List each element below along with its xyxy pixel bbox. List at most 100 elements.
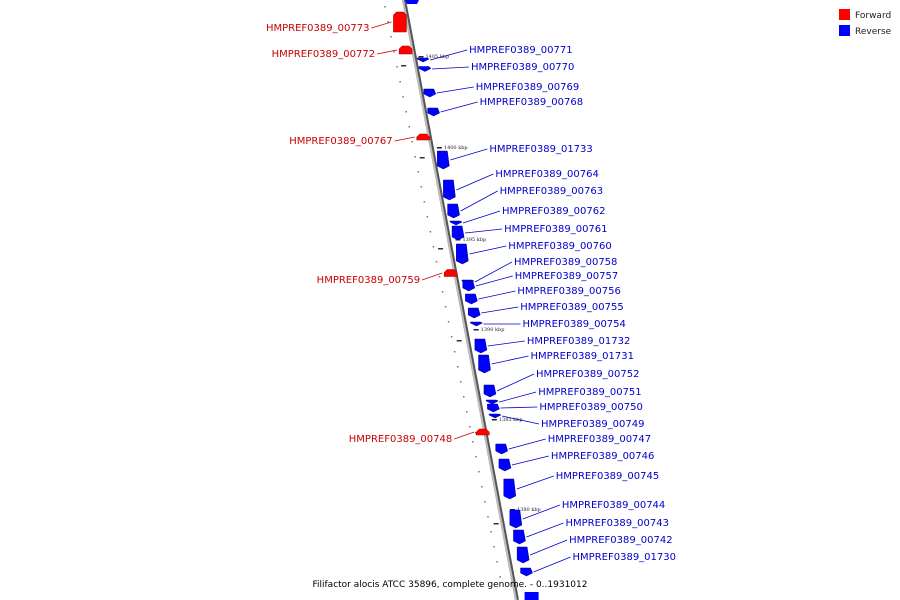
tick-dot [444,306,447,308]
reverse-gene-label[interactable]: HMPREF0389_00760 [508,241,611,252]
reverse-gene-label[interactable]: HMPREF0389_00742 [569,535,672,546]
reverse-gene-shape [488,413,502,419]
reverse-gene-label[interactable]: HMPREF0389_00768 [480,97,583,108]
tick-dot [402,96,404,98]
reverse-gene-leader [499,391,537,403]
legend-forward-swatch [839,9,850,20]
tick-dot [384,6,386,8]
reverse-gene-shape [427,107,440,117]
scale-ticks [384,6,501,578]
reverse-gene-leader [533,556,571,573]
reverse-gene-leader [465,228,503,234]
tick-dash [401,65,407,67]
scale-tick [436,147,442,149]
reverse-gene-shape [423,88,437,98]
tick-dot [499,576,501,578]
reverse-gene-label[interactable]: HMPREF0389_00746 [551,451,654,462]
backbone-highlight [402,0,517,600]
tick-dot [496,561,498,563]
forward-gene-shape [476,428,490,436]
reverse-gene-shape [513,529,526,545]
scale-tick [491,419,497,421]
reverse-gene-shape [465,293,478,305]
reverse-gene-shape [474,338,488,354]
forward-gene-leader [454,431,475,440]
legend-forward-label: Forward [855,11,891,21]
scale-label: 1385 kbp [499,417,523,423]
reverse-gene-shape [447,203,460,219]
reverse-gene-label[interactable]: HMPREF0389_00754 [522,319,625,330]
reverse-gene-shape [483,384,497,398]
tick-dot [438,276,441,278]
forward-gene-leader [394,136,415,142]
tick-dot [435,261,438,263]
forward-gene-label[interactable]: HMPREF0389_00759 [317,275,420,286]
forward-gene-label[interactable]: HMPREF0389_00772 [272,49,375,60]
reverse-gene-leader [491,355,529,365]
reverse-gene-label[interactable]: HMPREF0389_00750 [539,402,642,413]
tick-dot [453,351,456,353]
reverse-gene-shape [478,354,491,374]
tick-dot [456,366,459,368]
tick-dot [387,21,389,23]
tick-dot [408,126,410,128]
tick-dot [426,216,429,218]
reverse-gene-shape [498,458,512,472]
reverse-gene-label[interactable]: HMPREF0389_00758 [514,257,617,268]
reverse-gene-label[interactable]: HMPREF0389_00752 [536,369,639,380]
reverse-gene-leader [431,66,469,70]
reverse-gene-leader [474,261,513,283]
forward-gene-label[interactable]: HMPREF0389_00748 [349,434,452,445]
reverse-gene-leader [462,210,501,224]
reverse-gene-label[interactable]: HMPREF0389_00756 [517,286,620,297]
reverse-gene-leader [529,539,568,556]
reverse-gene-leader [526,522,564,538]
reverse-gene-leader [456,173,494,191]
reverse-gene-label[interactable]: HMPREF0389_01730 [573,552,676,563]
reverse-gene-shape [437,150,450,170]
reverse-gene-label[interactable]: HMPREF0389_00764 [495,169,598,180]
reverse-gene-shape [451,225,465,241]
tick-dot [466,411,468,413]
tick-dash [419,157,425,159]
tick-dot [478,471,480,473]
tick-dot [429,231,432,233]
reverse-gene-label[interactable]: HMPREF0389_00757 [515,271,618,282]
reverse-gene-leader [481,306,519,314]
forward-gene-label[interactable]: HMPREF0389_00773 [266,23,369,34]
reverse-gene-leader [469,245,507,255]
scale-label: 1380 kbp [517,507,541,513]
tick-dot [441,291,444,293]
reverse-gene-label[interactable]: HMPREF0389_00749 [541,419,644,430]
reverse-gene-label[interactable]: HMPREF0389_00761 [504,224,607,235]
reverse-gene-label[interactable]: HMPREF0389_00745 [556,471,659,482]
reverse-gene-label[interactable]: HMPREF0389_00743 [565,518,668,529]
reverse-gene-label[interactable]: HMPREF0389_01731 [531,351,634,362]
reverse-gene-label[interactable]: HMPREF0389_00747 [548,434,651,445]
reverse-gene-shape [509,509,523,529]
legend-reverse-swatch [839,25,850,36]
reverse-gene-label[interactable]: HMPREF0389_00744 [562,500,665,511]
forward-gene-label[interactable]: HMPREF0389_00767 [289,136,392,147]
reverse-gene-label[interactable]: HMPREF0389_00770 [471,62,574,73]
tick-dot [481,486,483,488]
forward-gene-shape [443,269,458,277]
reverse-gene-leader [500,406,538,409]
reverse-gene-label[interactable]: HMPREF0389_00771 [469,45,572,56]
reverse-gene-leader [460,190,498,212]
reverse-gene-label[interactable]: HMPREF0389_00762 [502,206,605,217]
reverse-gene-shape [418,66,432,72]
reverse-gene-label[interactable]: HMPREF0389_01732 [527,336,630,347]
reverse-gene-leader [487,340,525,347]
reverse-gene-label[interactable]: HMPREF0389_00755 [520,302,623,313]
scale-label: 1390 kbp [481,327,505,333]
reverse-gene-leader [440,101,478,113]
reverse-gene-label[interactable]: HMPREF0389_00751 [538,387,641,398]
tick-dot [420,186,423,188]
forward-gene-leader [377,49,398,55]
tick-dot [390,36,392,38]
reverse-gene-label[interactable]: HMPREF0389_00769 [476,82,579,93]
reverse-gene-label[interactable]: HMPREF0389_00763 [500,186,603,197]
reverse-gene-label[interactable]: HMPREF0389_01733 [489,144,592,155]
